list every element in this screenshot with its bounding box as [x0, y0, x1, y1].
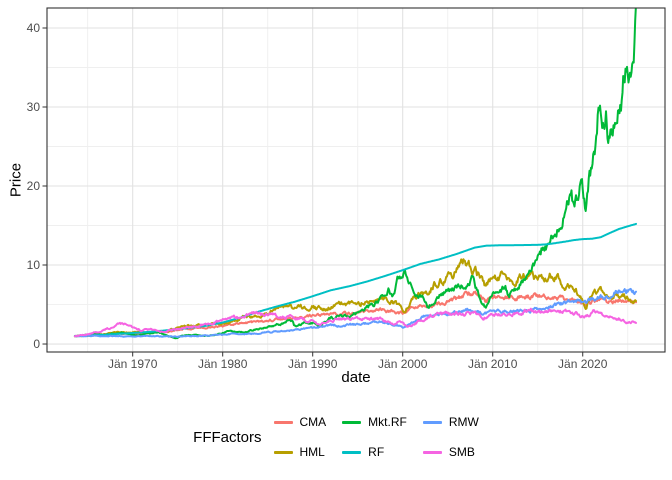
x-tick-label: Jän 1970 [108, 357, 158, 371]
legend-items: CMA HML Mkt.RF RF RMW SMB [273, 407, 479, 467]
legend-key-line-Mkt.RF [342, 420, 362, 424]
legend-key-line-HML [273, 450, 293, 454]
panel-border [46, 7, 666, 353]
legend-title: FFFactors [193, 428, 262, 446]
legend-label: HML [299, 445, 325, 459]
series-line-RMW [73, 287, 637, 338]
series-line-RF [73, 222, 637, 338]
y-tick-label: 0 [33, 337, 40, 351]
legend-item-RF: RF [342, 445, 407, 459]
x-tick-label: Jän 2000 [378, 357, 428, 371]
legend-item-HML: HML [273, 445, 327, 459]
chart-canvas: Jän 1970 Jän 1980 Jän 1990 Jän 2000 Jän 2010… [27, 7, 666, 371]
legend-label: SMB [448, 445, 475, 459]
legend-label: CMA [299, 415, 327, 429]
legend-label: RMW [448, 415, 479, 429]
x-tick-label: Jän 1990 [288, 357, 338, 371]
y-tick-label: 20 [27, 179, 41, 193]
legend-item-RMW: RMW [422, 415, 479, 429]
series-line-Mkt.RF [73, 8, 637, 340]
legend-key-line-CMA [273, 420, 293, 424]
series-line-SMB [73, 307, 637, 338]
legend: FFFactors CMA HML Mkt.RF RF RMW SMB [0, 407, 672, 467]
legend-label: Mkt.RF [368, 415, 407, 429]
legend-item-CMA: CMA [273, 415, 327, 429]
legend-key-line-SMB [422, 450, 442, 454]
legend-item-Mkt.RF: Mkt.RF [342, 415, 407, 429]
y-tick-label: 30 [27, 100, 41, 114]
legend-key-line-RMW [422, 420, 442, 424]
y-tick-label: 10 [27, 258, 41, 272]
y-axis-title: Price [7, 162, 25, 198]
legend-item-SMB: SMB [422, 445, 479, 459]
x-axis-title: date [341, 369, 371, 386]
legend-key-line-RF [342, 450, 362, 454]
x-tick-label: Jän 2020 [558, 357, 608, 371]
legend-label: RF [368, 445, 385, 459]
x-tick-label: Jän 1980 [198, 357, 248, 371]
y-tick-label: 40 [27, 21, 41, 35]
x-tick-label: Jän 2010 [468, 357, 518, 371]
